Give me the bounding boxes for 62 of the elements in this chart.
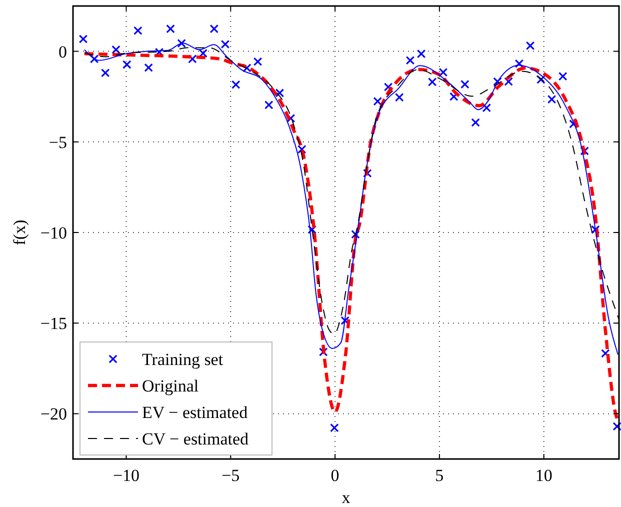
point	[482, 103, 492, 112]
point	[438, 68, 448, 77]
y-tick-label: −5	[48, 132, 67, 152]
point	[351, 230, 360, 239]
x-tick-label: 0	[330, 466, 340, 485]
point	[78, 34, 88, 44]
point	[297, 144, 306, 154]
point	[428, 78, 437, 86]
point	[308, 225, 316, 234]
point	[536, 75, 546, 84]
point	[198, 48, 208, 58]
point	[547, 94, 556, 104]
point	[406, 56, 415, 65]
point	[416, 49, 426, 58]
point	[122, 60, 132, 69]
x-tick-label: −10	[112, 466, 140, 485]
point	[449, 92, 458, 101]
legend-label: Original	[142, 376, 199, 396]
point	[373, 96, 382, 106]
point	[340, 316, 350, 325]
point	[363, 168, 372, 178]
y-tick-label: −10	[40, 224, 67, 242]
y-tick-label: −15	[40, 314, 67, 334]
legend-label: CV − estimated	[142, 430, 250, 448]
point	[220, 40, 230, 49]
point	[275, 88, 284, 98]
legend-label: EV − estimated	[142, 403, 248, 422]
x-tick-label: −5	[222, 466, 240, 485]
point	[112, 45, 120, 54]
y-axis-title: f(x)	[10, 220, 29, 246]
point	[253, 57, 262, 66]
point	[210, 24, 219, 34]
y-tick-label: −20	[40, 404, 67, 424]
y-tick-label: 0	[58, 42, 67, 62]
point	[394, 92, 404, 102]
x-tick-label: 5	[435, 466, 444, 485]
point	[144, 63, 153, 72]
point	[242, 64, 252, 72]
point	[460, 80, 470, 89]
point	[569, 120, 578, 128]
point	[526, 41, 535, 50]
x-axis-title: x	[342, 488, 351, 507]
legend-label: Training set	[142, 350, 224, 369]
point	[264, 100, 274, 110]
point	[558, 72, 568, 81]
point	[514, 59, 524, 68]
point	[90, 54, 99, 64]
point	[318, 348, 328, 356]
point	[591, 225, 600, 234]
point	[504, 77, 513, 86]
point	[166, 24, 175, 34]
point	[177, 38, 186, 48]
point	[330, 423, 339, 432]
point	[134, 26, 142, 36]
point	[580, 146, 589, 156]
point	[286, 114, 296, 123]
point	[231, 80, 240, 90]
point	[493, 77, 502, 86]
point	[100, 68, 110, 78]
point	[612, 422, 621, 431]
x-tick-label: 10	[535, 466, 552, 485]
point	[471, 118, 480, 127]
